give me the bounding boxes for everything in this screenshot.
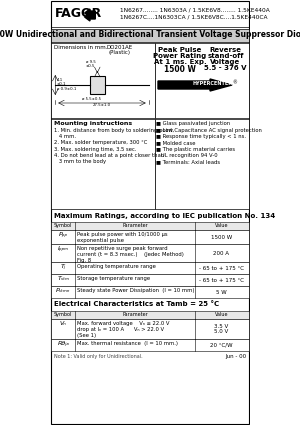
Text: ■ Glass passivated junction: ■ Glass passivated junction (156, 121, 230, 126)
Text: ®: ® (233, 80, 238, 85)
Text: Electrical Characteristics at Tamb = 25 °C: Electrical Characteristics at Tamb = 25 … (54, 301, 219, 307)
Text: - 65 to + 175 °C: - 65 to + 175 °C (199, 266, 244, 270)
Text: 1N6267........ 1N6303A / 1.5KE6V8........ 1.5KE440A: 1N6267........ 1N6303A / 1.5KE6V8.......… (120, 7, 270, 12)
Text: At 1 ms. Exp.: At 1 ms. Exp. (154, 59, 206, 65)
Text: FAGOR: FAGOR (55, 7, 103, 20)
Bar (51, 119, 155, 209)
Text: Maximum Ratings, according to IEC publication No. 134: Maximum Ratings, according to IEC public… (54, 213, 275, 219)
Text: 200 A: 200 A (213, 250, 230, 255)
Text: Rθⱼₐ: Rθⱼₐ (57, 341, 69, 346)
Text: 4.1
±0.1: 4.1 ±0.1 (57, 78, 66, 86)
Text: ■ Terminals: Axial leads: ■ Terminals: Axial leads (156, 159, 220, 164)
Text: Vₙ: Vₙ (60, 321, 67, 326)
Text: 3. Max. soldering time, 3.5 sec.: 3. Max. soldering time, 3.5 sec. (54, 147, 136, 151)
Text: Pₚₚ: Pₚₚ (59, 232, 68, 237)
Bar (51, 222, 249, 230)
Text: ø 9.5
±0.5: ø 9.5 ±0.5 (85, 60, 95, 68)
Polygon shape (158, 79, 232, 91)
Text: Dimensions in mm.: Dimensions in mm. (54, 45, 107, 50)
Text: (Plastic): (Plastic) (109, 50, 131, 55)
Text: 3.5 V
5.0 V: 3.5 V 5.0 V (214, 323, 229, 334)
Text: Power Rating: Power Rating (153, 53, 207, 59)
Text: Parameter: Parameter (122, 312, 148, 317)
Text: 20 °C/W: 20 °C/W (210, 343, 233, 348)
Text: Value: Value (214, 223, 228, 228)
Text: ■ Molded case: ■ Molded case (156, 141, 196, 145)
Text: 4 mm.: 4 mm. (54, 134, 76, 139)
Text: 3 mm to the body: 3 mm to the body (54, 159, 106, 164)
Text: Storage temperature range: Storage temperature range (77, 276, 150, 281)
Text: Tₛₜₘ: Tₛₜₘ (57, 276, 69, 281)
Polygon shape (85, 9, 95, 17)
Text: Symbol: Symbol (54, 223, 73, 228)
Text: Steady state Power Dissipation  (l = 10 mm): Steady state Power Dissipation (l = 10 m… (77, 288, 195, 293)
Text: ■ Response time typically < 1 ns.: ■ Response time typically < 1 ns. (156, 134, 246, 139)
Text: Mounting instructions: Mounting instructions (54, 121, 132, 126)
Text: ø 5.5±0.5: ø 5.5±0.5 (82, 97, 101, 101)
Text: Iₚₚₘ: Iₚₚₘ (58, 246, 69, 251)
Text: Non repetitive surge peak forward
current (t = 8.3 msec.)    (Jedec Method)
Fig.: Non repetitive surge peak forward curren… (77, 246, 184, 263)
Text: Voltage: Voltage (210, 59, 241, 65)
Bar (51, 230, 249, 244)
Text: 27.5±1.0: 27.5±1.0 (93, 103, 111, 107)
Bar (51, 43, 155, 118)
Text: Parameter: Parameter (122, 223, 148, 228)
Text: 5.5 - 376 V: 5.5 - 376 V (204, 65, 247, 71)
Bar (51, 286, 249, 298)
Bar (51, 262, 249, 274)
Text: stand-off: stand-off (207, 53, 244, 59)
Text: - 65 to + 175 °C: - 65 to + 175 °C (199, 278, 244, 283)
Bar (51, 319, 249, 339)
Bar (51, 244, 249, 262)
Text: ■ Low Capacitance AC signal protection: ■ Low Capacitance AC signal protection (156, 128, 262, 133)
Bar (90, 76, 105, 94)
Text: 1500 W: 1500 W (211, 235, 232, 240)
Text: Pₛₜₘₙ: Pₛₜₘₙ (56, 288, 70, 293)
Text: Max. thermal resistance  (l = 10 mm.): Max. thermal resistance (l = 10 mm.) (77, 341, 178, 346)
Text: Note 1: Valid only for Unidirectional.: Note 1: Valid only for Unidirectional. (54, 354, 142, 359)
Bar (51, 339, 249, 351)
Bar (51, 311, 249, 319)
Text: Tⱼ: Tⱼ (61, 264, 66, 269)
Bar (155, 43, 249, 118)
Text: DO201AE: DO201AE (107, 45, 133, 50)
Text: Peak pulse power with 10/1000 μs
exponential pulse: Peak pulse power with 10/1000 μs exponen… (77, 232, 168, 243)
Text: 1500W Unidirectional and Bidirectional Transient Voltage Suppressor Diodes: 1500W Unidirectional and Bidirectional T… (0, 29, 300, 39)
Text: 2. Max. solder temperature, 300 °C: 2. Max. solder temperature, 300 °C (54, 140, 147, 145)
Text: Jun - 00: Jun - 00 (225, 354, 246, 359)
Bar (155, 119, 249, 209)
Text: Value: Value (214, 312, 228, 317)
Text: Peak Pulse: Peak Pulse (158, 47, 202, 53)
Text: 1. Min. distance from body to soldering point,: 1. Min. distance from body to soldering … (54, 128, 174, 133)
Text: UL recognition 94 V-0: UL recognition 94 V-0 (156, 153, 218, 159)
Text: ø 0.9±0.1: ø 0.9±0.1 (57, 87, 76, 91)
Text: Symbol: Symbol (54, 312, 73, 317)
Polygon shape (85, 13, 95, 21)
Text: 1N6267C....1N6303CA / 1.5KE6V8C....1.5KE440CA: 1N6267C....1N6303CA / 1.5KE6V8C....1.5KE… (120, 14, 268, 19)
Text: ■ The plastic material carries: ■ The plastic material carries (156, 147, 235, 152)
Text: Max. forward voltage    Vₙ ≤ 22.0 V
drop at Iₙ = 100 A      Vₙ > 22.0 V
(See 1): Max. forward voltage Vₙ ≤ 22.0 V drop at… (77, 321, 170, 337)
Bar (51, 274, 249, 286)
Text: Operating temperature range: Operating temperature range (77, 264, 156, 269)
Text: 5 W: 5 W (216, 289, 227, 295)
Text: 4. Do not bend lead at a point closer than: 4. Do not bend lead at a point closer th… (54, 153, 164, 158)
Text: Reverse: Reverse (209, 47, 242, 53)
Bar (51, 29, 249, 42)
Text: 1500 W: 1500 W (164, 65, 196, 74)
Text: HYPERCENTER: HYPERCENTER (192, 81, 232, 86)
